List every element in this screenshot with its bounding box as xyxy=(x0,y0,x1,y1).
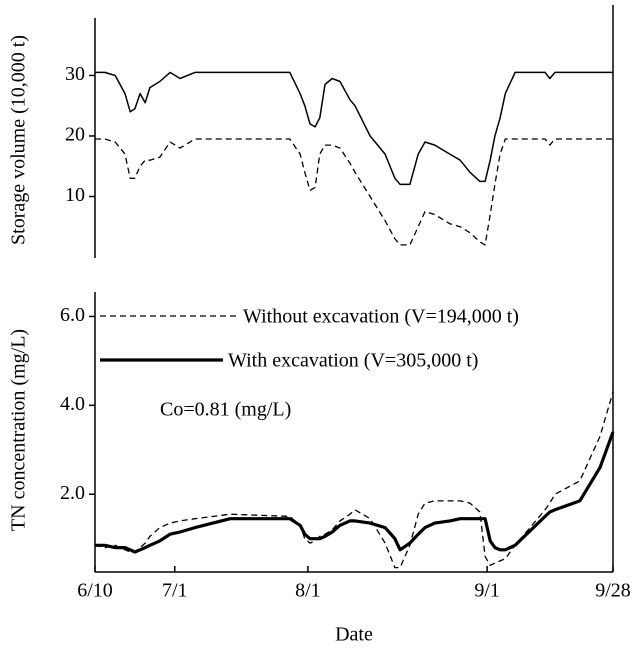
y-tick-label: 2.0 xyxy=(60,482,85,504)
y-axis-label: Storage volume (10,000 t) xyxy=(8,35,30,245)
x-tick-label: 6/10 xyxy=(77,580,113,602)
annotation: Co=0.81 (mg/L) xyxy=(160,399,291,421)
y-tick-label: 10 xyxy=(65,184,85,206)
series-line xyxy=(95,71,613,186)
x-tick-label: 9/28 xyxy=(595,580,631,602)
y-axis-label: TN concentration (mg/L) xyxy=(8,329,30,531)
x-tick-label: 7/1 xyxy=(162,580,188,602)
y-tick-label: 4.0 xyxy=(60,393,85,415)
x-axis-label: Date xyxy=(335,624,373,646)
y-tick-label: 30 xyxy=(65,63,85,85)
legend-label: Without excavation (V=194,000 t) xyxy=(243,306,519,328)
y-tick-label: 20 xyxy=(65,124,85,146)
y-tick-label: 6.0 xyxy=(60,304,85,326)
series-line xyxy=(94,391,614,569)
x-tick-label: 8/1 xyxy=(295,580,321,602)
x-tick-label: 9/1 xyxy=(474,580,500,602)
series-line xyxy=(95,138,613,246)
legend-label: With excavation (V=305,000 t) xyxy=(228,350,478,372)
series-line xyxy=(95,431,615,554)
